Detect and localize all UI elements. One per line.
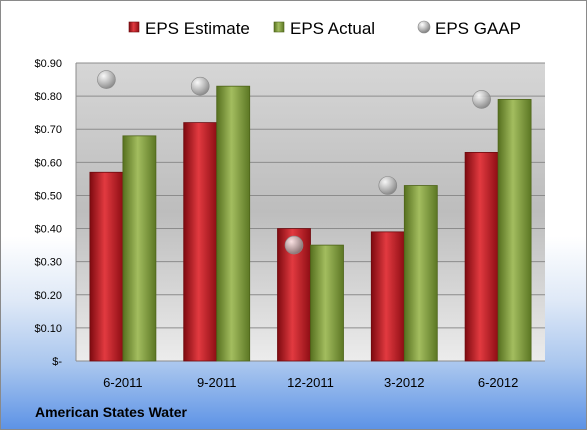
bar-eps-actual bbox=[216, 85, 251, 362]
bar-eps-actual bbox=[122, 135, 157, 362]
marker-eps-gaap bbox=[97, 70, 116, 89]
legend-label: EPS Actual bbox=[290, 19, 375, 38]
x-tick-label: 6-2011 bbox=[103, 375, 143, 390]
bar-eps-estimate bbox=[89, 171, 124, 362]
y-tick-label: $- bbox=[52, 356, 62, 368]
legend-label: EPS Estimate bbox=[145, 19, 250, 38]
y-tick-label: $0.30 bbox=[34, 257, 62, 269]
bar-eps-actual bbox=[310, 244, 344, 362]
legend-swatch-estimate bbox=[128, 21, 140, 33]
company-name: American States Water bbox=[35, 404, 187, 420]
bar-eps-estimate bbox=[464, 151, 499, 362]
legend-label: EPS GAAP bbox=[435, 19, 521, 38]
bar-eps-estimate bbox=[370, 231, 405, 362]
legend: EPS Estimate EPS Actual EPS GAAP bbox=[128, 19, 521, 38]
marker-eps-gaap bbox=[472, 90, 491, 109]
x-tick-label: 12-2011 bbox=[287, 375, 334, 390]
y-tick-label: $0.90 bbox=[34, 58, 62, 70]
y-axis-labels: $- $0.10 $0.20 $0.30 $0.40 $0.50 $0.60 $0.70 $0.… bbox=[34, 58, 62, 368]
y-tick-label: $0.40 bbox=[34, 224, 62, 236]
y-tick-label: $0.50 bbox=[34, 190, 62, 202]
bar-eps-estimate bbox=[183, 122, 218, 362]
x-axis-labels: 6-2011 9-2011 12-2011 3-2012 6-2012 bbox=[103, 375, 518, 390]
gaap-markers bbox=[97, 70, 491, 255]
legend-swatch-actual bbox=[273, 21, 285, 33]
bar-eps-actual bbox=[403, 185, 438, 362]
y-tick-label: $0.20 bbox=[34, 290, 62, 302]
bars bbox=[89, 85, 532, 362]
legend-swatch-gaap bbox=[417, 20, 431, 34]
x-tick-label: 3-2012 bbox=[384, 375, 424, 390]
marker-eps-gaap bbox=[284, 235, 304, 255]
marker-eps-gaap bbox=[378, 176, 398, 195]
x-tick-label: 6-2012 bbox=[478, 375, 518, 390]
bar-eps-actual bbox=[497, 99, 532, 362]
y-tick-label: $0.60 bbox=[34, 157, 62, 169]
x-tick-label: 9-2011 bbox=[197, 375, 237, 390]
y-tick-label: $0.10 bbox=[34, 323, 62, 335]
y-tick-label: $0.80 bbox=[34, 91, 62, 103]
marker-eps-gaap bbox=[190, 76, 210, 96]
y-tick-label: $0.70 bbox=[34, 124, 62, 136]
